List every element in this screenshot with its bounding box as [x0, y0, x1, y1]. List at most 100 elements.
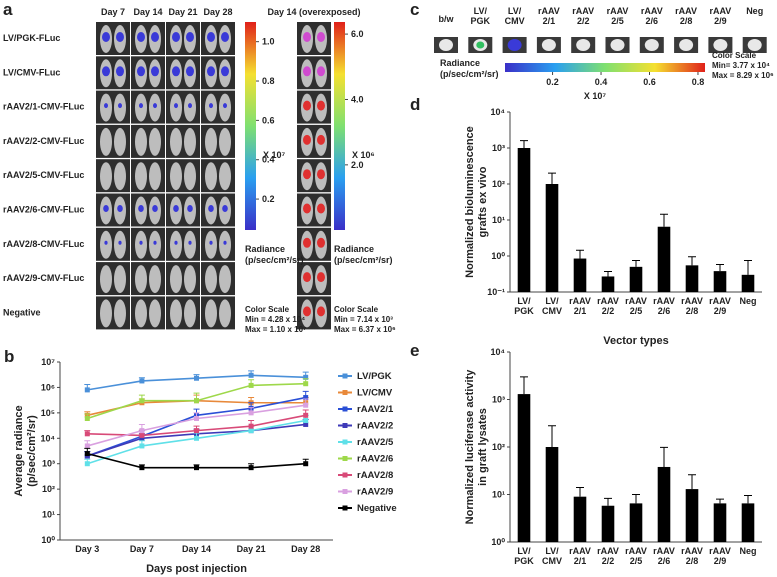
- error-bar: [548, 425, 556, 447]
- marker: [139, 465, 145, 471]
- y-tick-label: 10²: [492, 442, 505, 452]
- signal: [209, 103, 213, 109]
- colorbar-unit: Radiance (p/sec/cm²/sr): [440, 58, 499, 79]
- x-tick-label: LV/PGK: [514, 296, 534, 316]
- y-tick-label: 10²: [492, 179, 505, 189]
- colorbar: [245, 22, 256, 230]
- column-header: b/w: [439, 14, 455, 24]
- marker: [84, 461, 90, 467]
- panel-label: b: [4, 347, 14, 366]
- column-header: rAAV 2/2: [572, 6, 594, 26]
- signal: [317, 100, 325, 111]
- column-header: rAAV 2/6: [641, 6, 663, 26]
- marker: [84, 443, 90, 449]
- signal: [208, 205, 214, 212]
- colorbar-tick-label: 0.2: [262, 194, 275, 204]
- y-axis-label: Normalized luciferase activityin graft l…: [464, 369, 489, 525]
- y-tick-label: 10⁴: [491, 107, 505, 117]
- mouse: [205, 299, 217, 328]
- legend-marker: [342, 423, 348, 428]
- panel-label: e: [410, 341, 419, 360]
- mouse: [219, 162, 231, 191]
- marker: [303, 381, 309, 387]
- mouse: [184, 127, 196, 156]
- x-tick-label: Day 14: [182, 544, 211, 554]
- colorbar-tick-label: 1.0: [262, 37, 275, 47]
- y-tick-label: 10⁻¹: [487, 287, 505, 297]
- colorbar-tick-label: 0.6: [262, 115, 275, 125]
- error-bar: [632, 259, 640, 267]
- marker: [303, 402, 309, 408]
- row-label: rAAV2/9-CMV-FLuc: [3, 273, 84, 283]
- x-tick-label: Day 7: [130, 544, 154, 554]
- x-tick-label: Day 28: [291, 544, 320, 554]
- y-tick-label: 10¹: [42, 510, 55, 520]
- signal: [303, 237, 311, 248]
- x-tick-label: rAAV 2/6: [653, 546, 675, 566]
- marker: [139, 432, 145, 438]
- signal: [221, 32, 229, 42]
- mouse: [135, 162, 147, 191]
- column-header: Day 21: [168, 7, 197, 17]
- panel-label: a: [3, 0, 13, 19]
- colorbar: [334, 22, 345, 230]
- y-tick-label: 10⁶: [41, 382, 55, 392]
- mouse: [170, 265, 182, 294]
- mouse: [100, 265, 112, 294]
- signal: [207, 66, 215, 77]
- legend-marker: [342, 390, 348, 395]
- x-axis-label: Vector types: [603, 335, 668, 347]
- marker: [84, 387, 90, 393]
- signal: [151, 32, 159, 42]
- signal: [186, 32, 194, 42]
- column-header: rAAV 2/5: [607, 6, 629, 26]
- row-label: rAAV2/8-CMV-FLuc: [3, 239, 84, 249]
- error-bar: [520, 140, 528, 148]
- signal: [188, 240, 192, 245]
- graft: [747, 39, 762, 51]
- error-bar: [576, 487, 584, 497]
- mouse: [219, 127, 231, 156]
- bar: [657, 226, 671, 292]
- bar: [517, 394, 531, 542]
- mouse: [170, 127, 182, 156]
- signal: [152, 205, 158, 212]
- marker: [84, 431, 90, 437]
- signal: [207, 32, 215, 42]
- x-tick-label: rAAV 2/9: [709, 296, 731, 316]
- bar: [741, 274, 755, 292]
- signal: [117, 205, 123, 212]
- column-header: Day 14 (overexposed): [267, 7, 360, 17]
- signal: [118, 103, 122, 109]
- error-bar: [576, 249, 584, 259]
- signal: [153, 240, 157, 245]
- graft: [576, 39, 591, 51]
- mouse: [184, 265, 196, 294]
- column-header: Day 14: [133, 7, 162, 17]
- signal: [221, 66, 229, 77]
- bar: [685, 265, 699, 292]
- signal: [303, 32, 311, 42]
- error-bar: [744, 495, 752, 504]
- row-label: Negative: [3, 307, 41, 317]
- graft: [507, 39, 522, 51]
- error-bar: [744, 259, 752, 275]
- error-bar: [688, 256, 696, 266]
- bar: [573, 496, 587, 542]
- colorbar-multiplier: X 10⁷: [263, 150, 286, 160]
- bar: [545, 184, 559, 292]
- signal: [317, 237, 325, 248]
- signal: [223, 240, 227, 245]
- marker: [194, 428, 199, 434]
- panel-label: c: [410, 0, 419, 19]
- marker: [139, 435, 145, 441]
- x-tick-label: Day 3: [75, 544, 99, 554]
- marker: [84, 451, 90, 457]
- legend-marker: [342, 472, 348, 478]
- mouse: [219, 265, 231, 294]
- signal: [317, 306, 325, 317]
- signal: [187, 205, 193, 212]
- marker: [139, 443, 145, 449]
- legend-label: LV/PGK: [357, 371, 392, 382]
- error-bar: [548, 172, 556, 184]
